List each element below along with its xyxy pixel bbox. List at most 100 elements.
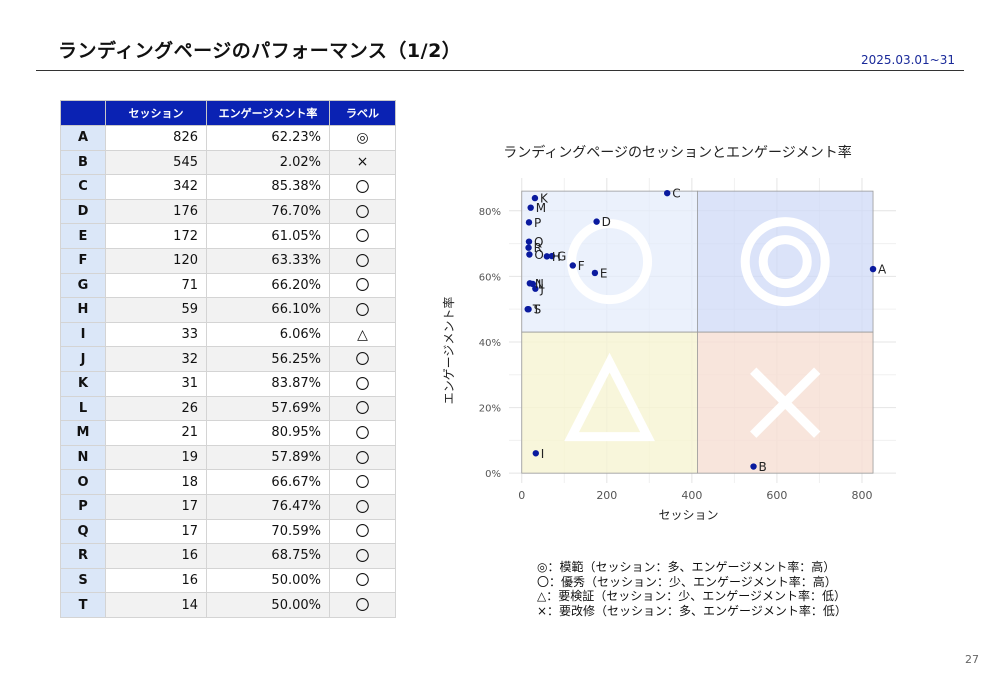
data-point-label: B [759,460,767,474]
data-point-label: J [539,282,544,296]
row-sessions: 17 [105,494,207,520]
row-engagement-rate: 61.05% [206,223,330,249]
data-point-label: G [557,250,566,264]
row-engagement-rate: 70.59% [206,519,330,545]
data-point-label: S [534,303,542,317]
x-axis-label: セッション [658,508,718,522]
row-id: H [60,297,106,323]
legend-item-exemplary: ◎：模範（セッション：多、エンゲージメント率：高） [537,560,836,574]
row-sessions: 545 [105,150,207,176]
legend-item-needs-repair: ×：要改修（セッション：多、エンゲージメント率：低） [537,603,847,618]
row-engagement-rate: 85.38% [206,174,330,200]
page-title: ランディングページのパフォーマンス（1/2） [58,40,462,62]
row-id: T [60,592,106,618]
legend-item-needs-verification: △：要検証（セッション：少、エンゲージメント率：低） [537,589,846,603]
row-sessions: 120 [105,248,207,274]
row-engagement-rate: 83.87% [206,371,330,397]
landing-page-table: セッション エンゲージメント率 ラベル A 826 62.23% ◎ B 545 2.02%… [60,100,396,618]
row-sessions: 19 [105,445,207,471]
row-engagement-rate: 76.47% [206,494,330,520]
row-engagement-rate: 80.95% [206,420,330,446]
row-label-mark: 〇 [329,174,396,200]
row-id: J [60,346,106,372]
data-point [526,251,533,258]
row-id: S [60,568,106,594]
data-point-label: C [672,187,680,201]
data-point-label: P [534,216,541,230]
row-id: B [60,150,106,176]
row-engagement-rate: 66.10% [206,297,330,323]
data-point-label: F [578,259,585,273]
table-header-row: セッション エンゲージメント率 ラベル [60,100,396,126]
table-row: O 18 66.67% 〇 [60,469,396,495]
x-tick-label: 200 [596,489,617,502]
data-point [750,463,757,470]
x-tick-label: 800 [851,489,872,502]
y-tick-label: 40% [479,338,501,349]
row-id: G [60,273,106,299]
table-row: L 26 57.69% 〇 [60,396,396,422]
legend-item-excellent: 〇：優秀（セッション：少、エンゲージメント率：高） [537,574,837,589]
data-point [524,305,531,313]
data-point [664,189,671,197]
data-point-label: D [602,215,611,229]
row-id: L [60,396,106,422]
y-tick-label: 60% [479,272,501,283]
row-label-mark: 〇 [329,469,396,495]
row-label-mark: △ [329,322,396,348]
x-tick-label: 0 [518,489,525,502]
row-sessions: 176 [105,199,207,225]
row-id: E [60,223,106,249]
row-engagement-rate: 50.00% [206,568,330,594]
data-point-label: R [534,241,542,255]
row-engagement-rate: 50.00% [206,592,330,618]
row-label-mark: 〇 [329,396,396,422]
data-point [593,218,600,225]
row-id: K [60,371,106,397]
y-tick-label: 0% [485,469,501,480]
y-tick-label: 80% [479,207,501,218]
row-engagement-rate: 76.70% [206,199,330,225]
row-engagement-rate: 62.23% [206,125,330,151]
row-id: I [60,322,106,348]
data-point-label: T [532,303,541,317]
row-label-mark: 〇 [329,568,396,594]
data-point-label: Q [534,235,543,249]
x-tick-label: 600 [766,489,787,502]
row-label-mark: 〇 [329,445,396,471]
table-row: R 16 68.75% 〇 [60,543,396,569]
row-label-mark: 〇 [329,297,396,323]
row-label-mark: 〇 [329,346,396,372]
double-circle-inner-icon [758,235,812,289]
table-row: S 16 50.00% 〇 [60,568,396,594]
data-point-label: E [600,266,608,280]
row-id: M [60,420,106,446]
row-sessions: 826 [105,125,207,151]
table-row: I 33 6.06% △ [60,322,396,348]
table-row: B 545 2.02% × [60,150,396,176]
table-row: Q 17 70.59% 〇 [60,519,396,545]
header-engagement-rate: エンゲージメント率 [206,100,330,126]
row-label-mark: 〇 [329,223,396,249]
data-point-label: O [534,248,543,262]
row-id: R [60,543,106,569]
data-point [548,252,556,260]
data-point [525,219,533,226]
row-label-mark: 〇 [329,592,396,618]
chart-legend: ◎：模範（セッション：多、エンゲージメント率：高） 〇：優秀（セッション：少、エ… [537,560,847,618]
row-label-mark: 〇 [329,494,396,520]
data-point-label: N [535,277,544,291]
x-tick-label: 400 [681,489,702,502]
row-label-mark: 〇 [329,199,396,225]
row-id: D [60,199,106,225]
triangle-mark-icon [564,352,655,442]
row-engagement-rate: 6.06% [206,322,330,348]
row-engagement-rate: 56.25% [206,346,330,372]
data-point-label: M [536,201,546,215]
table-row: K 31 83.87% 〇 [60,371,396,397]
row-sessions: 32 [105,346,207,372]
y-tick-label: 20% [479,404,501,415]
table-row: J 32 56.25% 〇 [60,346,396,372]
row-engagement-rate: 57.69% [206,396,330,422]
data-point [527,204,534,211]
